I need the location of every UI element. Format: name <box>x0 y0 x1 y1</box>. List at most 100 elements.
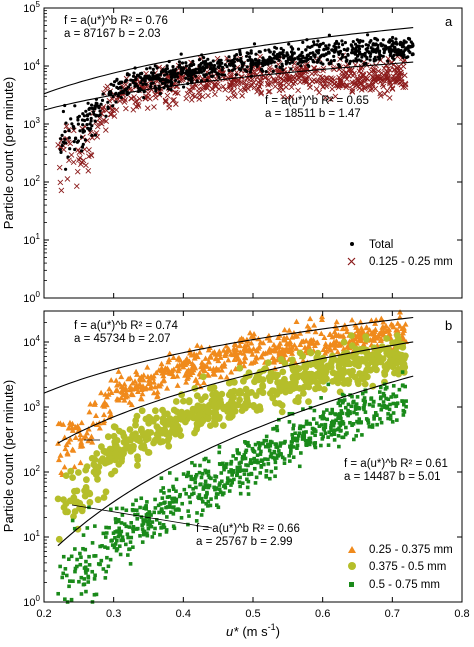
data-point <box>67 129 71 133</box>
data-point <box>147 429 155 436</box>
data-point <box>196 96 202 102</box>
y-tick-label: 104 <box>23 58 40 73</box>
data-point <box>102 127 109 133</box>
data-point <box>61 464 68 470</box>
data-point <box>97 104 101 108</box>
data-point <box>383 405 387 410</box>
data-point <box>290 436 295 441</box>
data-point <box>286 58 291 62</box>
data-point <box>64 121 68 125</box>
data-point <box>304 361 312 368</box>
data-point <box>188 352 195 358</box>
data-point <box>108 557 113 562</box>
data-point <box>313 433 317 438</box>
data-point <box>342 73 349 80</box>
data-point <box>206 57 210 61</box>
data-point <box>94 123 101 130</box>
data-point <box>255 85 262 92</box>
data-point <box>329 432 334 437</box>
data-point <box>333 412 337 416</box>
data-point <box>401 402 406 407</box>
data-point <box>400 336 407 342</box>
data-point <box>113 377 120 383</box>
data-point <box>245 85 251 92</box>
data-point <box>394 64 401 71</box>
data-point <box>85 168 92 174</box>
data-point <box>362 78 368 85</box>
data-point <box>79 503 87 511</box>
data-point <box>172 398 180 405</box>
data-point <box>284 59 288 63</box>
data-point <box>73 183 80 190</box>
data-point <box>341 378 349 385</box>
data-point <box>235 53 239 57</box>
data-point <box>280 337 287 343</box>
data-point <box>272 426 277 431</box>
data-point <box>266 457 270 462</box>
data-point <box>59 150 63 154</box>
data-point <box>88 122 92 126</box>
legend-label-0125: 0.125 - 0.25 mm <box>369 256 453 268</box>
data-point <box>119 521 124 525</box>
data-point <box>71 487 78 495</box>
data-point <box>196 495 200 499</box>
data-point <box>349 336 356 343</box>
data-point <box>361 380 369 388</box>
data-point <box>353 407 358 411</box>
data-point <box>91 401 98 407</box>
data-point <box>85 114 90 118</box>
data-point <box>123 80 127 84</box>
data-point <box>187 484 192 489</box>
data-point <box>161 68 165 72</box>
data-point <box>336 427 340 432</box>
data-point <box>205 408 213 416</box>
data-point <box>79 159 85 166</box>
data-point <box>304 422 309 426</box>
data-point <box>89 116 93 121</box>
data-point <box>214 475 219 479</box>
data-point <box>385 385 389 390</box>
data-point <box>265 349 272 355</box>
data-point <box>177 60 181 64</box>
data-point <box>264 469 269 473</box>
panel-a-label: a <box>445 14 453 29</box>
data-point <box>298 372 306 380</box>
data-point <box>395 335 402 343</box>
panel-b-fit2-line1: f = a(u*)^b R² = 0.61 <box>344 458 448 470</box>
data-point <box>379 395 383 399</box>
data-point <box>172 526 177 531</box>
data-point <box>174 477 179 482</box>
data-point <box>135 73 140 77</box>
data-point <box>122 522 127 526</box>
data-point <box>207 353 214 359</box>
data-point <box>319 396 323 400</box>
data-point <box>397 387 402 392</box>
data-point <box>119 95 123 100</box>
data-point <box>242 87 248 94</box>
data-point <box>354 57 358 61</box>
data-point <box>86 153 92 160</box>
data-point <box>160 496 165 500</box>
data-point <box>155 382 162 389</box>
data-point <box>389 86 396 92</box>
data-point <box>94 592 99 597</box>
data-point <box>344 76 350 82</box>
data-point <box>329 420 334 425</box>
data-point <box>136 380 143 387</box>
data-point <box>232 93 238 100</box>
data-point <box>75 564 79 569</box>
data-point <box>139 515 144 519</box>
data-point <box>121 381 128 387</box>
data-point <box>61 109 65 114</box>
data-point <box>158 79 162 83</box>
data-point <box>127 375 134 381</box>
data-point <box>126 426 134 433</box>
data-point <box>356 428 360 433</box>
data-point <box>236 364 244 372</box>
data-point <box>217 373 224 380</box>
data-point <box>208 67 212 71</box>
data-point <box>87 563 92 567</box>
data-point <box>107 525 111 530</box>
data-point <box>157 510 161 515</box>
